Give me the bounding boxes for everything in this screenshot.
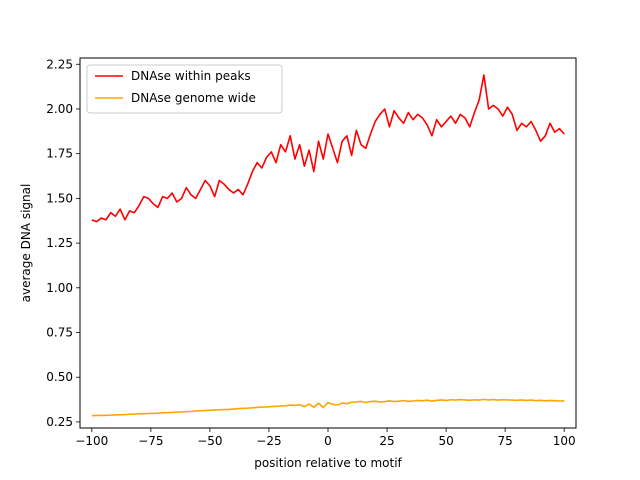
legend-box xyxy=(86,64,283,114)
y-tick-label: 1.50 xyxy=(46,191,73,205)
x-tick-label: 100 xyxy=(553,434,576,448)
y-tick-label: 1.00 xyxy=(46,281,73,295)
series-line-0 xyxy=(91,74,565,223)
legend-label-genome-wide: DNAse genome wide xyxy=(131,91,256,105)
x-tick-label: 0 xyxy=(324,434,332,448)
plot-lines xyxy=(91,74,565,417)
x-tick-label: −75 xyxy=(138,434,163,448)
y-axis-label: average DNA signal xyxy=(19,184,33,303)
x-tick-label: −100 xyxy=(75,434,108,448)
y-tick-label: 2.00 xyxy=(46,102,73,116)
y-tick-label: 2.25 xyxy=(46,57,73,71)
series-line-1 xyxy=(91,398,565,417)
x-tick-label: −50 xyxy=(197,434,222,448)
y-tick-label: 0.25 xyxy=(46,415,73,429)
y-tick-label: 1.25 xyxy=(46,236,73,250)
y-tick-label: 1.75 xyxy=(46,147,73,161)
y-axis: 0.25 0.50 0.75 1.00 1.25 1.50 1.75 2.00 2.25 xyxy=(46,57,80,429)
x-tick-label: 50 xyxy=(438,434,453,448)
x-axis: −100 −75 −50 −25 0 25 50 75 100 xyxy=(75,428,576,448)
x-tick-label: 75 xyxy=(498,434,513,448)
x-axis-label: position relative to motif xyxy=(254,456,402,470)
y-tick-label: 0.50 xyxy=(46,370,73,384)
legend-label-within-peaks: DNAse within peaks xyxy=(131,69,251,83)
x-tick-label: −25 xyxy=(256,434,281,448)
x-tick-label: 25 xyxy=(379,434,394,448)
y-tick-label: 0.75 xyxy=(46,326,73,340)
legend: DNAse within peaks DNAse genome wide xyxy=(86,64,283,114)
